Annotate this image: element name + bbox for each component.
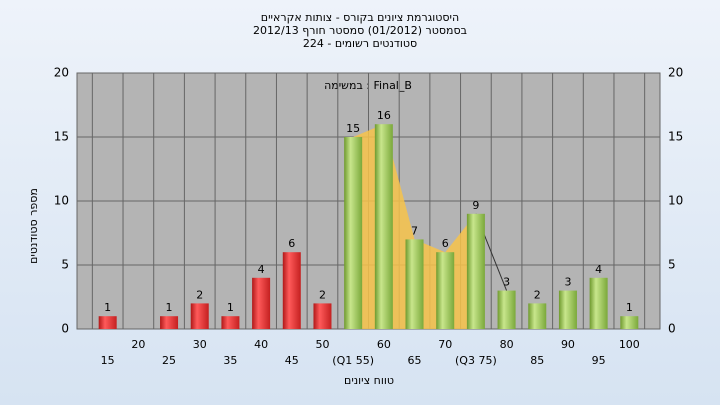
y-tick-label: 5 — [61, 258, 69, 272]
x-tick-label: 70 — [438, 338, 452, 351]
bar — [160, 316, 179, 329]
x-tick-label: 65 — [408, 354, 422, 367]
bar — [190, 303, 209, 329]
y-axis-label: מספר סטודנטים — [27, 188, 40, 264]
bar — [497, 290, 516, 329]
title-line: בסמסטר (01/2012) סמסטר חורף 2012/13 — [253, 24, 467, 37]
bar — [620, 316, 639, 329]
x-tick-label: 100 — [619, 338, 640, 351]
y2-tick-label: 15 — [668, 130, 683, 144]
bar — [528, 303, 547, 329]
chart-layer: 0 0 5 5 10 10 15 15 20 20 15 1 20 25 1 30 2 35 1 40 4 45 6 50 2 (… — [54, 66, 684, 368]
y-tick-label: 15 — [54, 130, 69, 144]
y-tick-label: 20 — [54, 66, 69, 80]
value-label: 1 — [626, 301, 633, 314]
y2-tick-label: 5 — [668, 258, 676, 272]
value-label: 15 — [346, 122, 360, 135]
x-tick-label: 95 — [592, 354, 606, 367]
value-label: 2 — [196, 288, 203, 301]
x-tick-label: 45 — [285, 354, 299, 367]
value-label: 7 — [411, 224, 418, 237]
bar — [313, 303, 332, 329]
bar — [558, 290, 577, 329]
value-label: 9 — [472, 199, 479, 212]
value-label: 4 — [258, 263, 265, 276]
x-tick-label: 60 — [377, 338, 391, 351]
title-line: היסטוגרמת ציונים בקורס - צותות אקראיים — [261, 11, 459, 24]
bar — [436, 252, 455, 329]
bar — [344, 137, 363, 329]
x-tick-label: (Q1 55) — [332, 354, 374, 367]
value-label: 6 — [442, 237, 449, 250]
y2-tick-label: 0 — [668, 322, 676, 336]
x-tick-label: 30 — [193, 338, 207, 351]
x-tick-label: 25 — [162, 354, 176, 367]
x-tick-label: 20 — [131, 338, 145, 351]
value-label: 3 — [564, 276, 571, 289]
y2-tick-label: 10 — [668, 194, 683, 208]
title-line: סטודנטים רשומים - 224 — [303, 37, 417, 50]
value-label: 16 — [377, 109, 391, 122]
value-label: 4 — [595, 263, 602, 276]
x-axis-label: טווח ציונים — [344, 374, 394, 387]
value-label: 1 — [227, 301, 234, 314]
x-tick-label: 15 — [101, 354, 115, 367]
bar — [405, 239, 424, 329]
bar — [282, 252, 301, 329]
value-label: 2 — [534, 288, 541, 301]
value-label: 6 — [288, 237, 295, 250]
x-tick-label: 90 — [561, 338, 575, 351]
value-label: 1 — [166, 301, 173, 314]
x-tick-label: 35 — [223, 354, 237, 367]
bar — [589, 277, 608, 329]
x-tick-label: 80 — [500, 338, 514, 351]
value-label: 2 — [319, 288, 326, 301]
x-tick-label: (Q3 75) — [455, 354, 497, 367]
y-tick-label: 10 — [54, 194, 69, 208]
bar — [252, 277, 271, 329]
x-tick-label: 40 — [254, 338, 268, 351]
value-label: 3 — [503, 276, 510, 289]
y2-tick-label: 20 — [668, 66, 683, 80]
bar — [221, 316, 240, 329]
bar — [98, 316, 117, 329]
x-tick-label: 85 — [530, 354, 544, 367]
value-label: 1 — [104, 301, 111, 314]
y-tick-label: 0 — [61, 322, 69, 336]
bar — [466, 213, 485, 329]
x-tick-label: 50 — [315, 338, 329, 351]
bar — [374, 124, 393, 329]
